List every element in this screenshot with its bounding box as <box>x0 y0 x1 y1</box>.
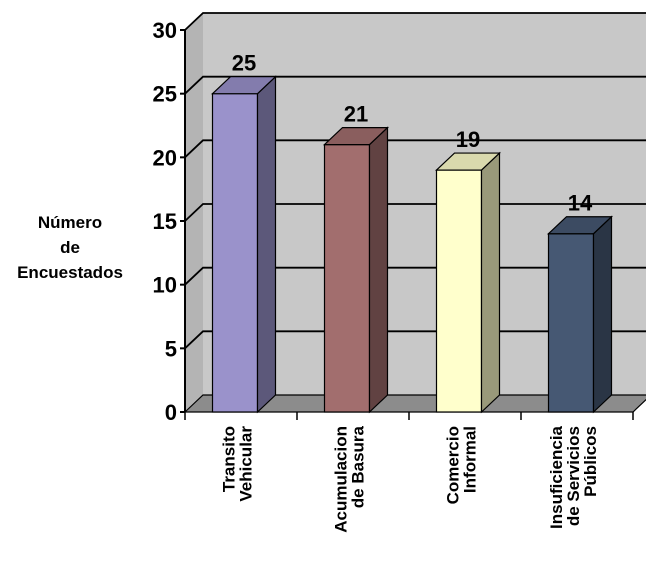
y-tick-label: 10 <box>153 273 177 298</box>
data-label: 14 <box>568 191 593 216</box>
bar-side <box>256 75 277 414</box>
bar-top <box>546 216 614 235</box>
gridline <box>184 12 646 31</box>
bar <box>546 215 614 414</box>
y-axis <box>180 29 634 420</box>
y-tick-label: 0 <box>165 400 177 425</box>
bar-front <box>435 169 483 413</box>
bar-front <box>323 144 371 413</box>
y-tick-labels: 0 5 10 15 20 25 30 <box>153 18 177 425</box>
y-axis-title-line: Encuestados <box>17 263 123 282</box>
gridline <box>184 266 646 286</box>
gridline <box>184 139 646 158</box>
y-axis-title-line: de <box>60 238 80 257</box>
y-tick-label: 30 <box>153 18 177 43</box>
y-axis-title-line: Número <box>38 213 102 232</box>
gridlines <box>184 12 646 349</box>
x-category-label: ComercioInformal <box>444 426 480 504</box>
x-category-label: TransitoVehicular <box>220 426 256 502</box>
bar <box>322 126 390 414</box>
plot-floor <box>183 394 646 413</box>
bar-top <box>434 152 502 171</box>
x-category-label: Acumulacionde Basura <box>332 425 368 532</box>
gridline <box>184 203 646 222</box>
bar-side <box>480 151 501 414</box>
x-category-labels: TransitoVehicular Acumulacionde Basura Com… <box>220 425 601 532</box>
data-label: 19 <box>456 127 480 152</box>
y-tick-label: 25 <box>153 82 177 107</box>
bar-front <box>211 93 259 413</box>
gridline <box>184 330 646 349</box>
x-category-label: Insuficienciade ServiciosPúblicos <box>547 425 600 529</box>
y-tick-label: 20 <box>153 145 177 170</box>
bar-top <box>322 126 390 146</box>
bar-side <box>368 126 389 414</box>
bars <box>210 75 614 414</box>
bar-front <box>547 233 595 413</box>
y-tick-label: 5 <box>165 336 177 361</box>
data-label: 21 <box>344 102 368 127</box>
y-tick-label: 15 <box>153 209 177 234</box>
bar-side <box>592 215 613 414</box>
bar <box>210 75 278 414</box>
bar-top <box>210 76 278 95</box>
floor <box>183 394 646 413</box>
data-label: 25 <box>232 51 256 76</box>
y-axis-title: Número de Encuestados <box>17 213 123 282</box>
gridline <box>184 75 646 95</box>
data-labels: 25 21 19 14 <box>232 51 593 216</box>
bar <box>434 151 502 414</box>
